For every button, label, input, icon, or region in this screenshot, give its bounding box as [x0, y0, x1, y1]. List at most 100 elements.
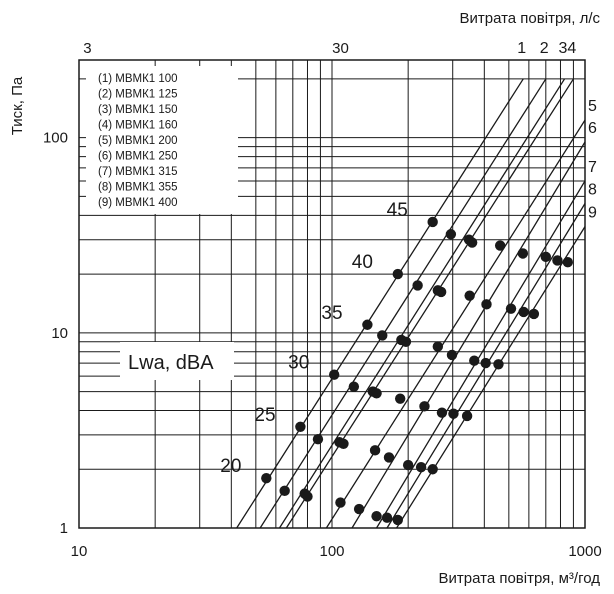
data-point: [436, 407, 448, 418]
data-point: [412, 280, 423, 291]
x-axis-title: Витрата повітря, м³/год: [439, 570, 601, 587]
data-point: [466, 237, 478, 248]
data-point: [371, 388, 382, 399]
data-point: [362, 319, 373, 330]
y-tick-label: 100: [43, 130, 68, 147]
legend-item: (7) МВМК1 315: [98, 166, 178, 178]
fan-curve-3: [278, 78, 566, 529]
data-point: [383, 452, 395, 463]
iso-level-30: 30: [288, 353, 309, 374]
fan-curve-7: [375, 180, 586, 529]
data-point: [394, 393, 406, 404]
data-point: [261, 472, 272, 484]
curve-label-8: 8: [588, 181, 597, 198]
iso-level-35: 35: [321, 303, 342, 324]
legend-item: (1) МВМК1 100: [98, 73, 178, 85]
legend-item: (5) МВМК1 200: [98, 135, 178, 147]
legend-item: (2) МВМК1 125: [98, 89, 178, 101]
data-point: [493, 359, 504, 370]
curve-label-7: 7: [588, 159, 597, 176]
curve-label-3: 3: [559, 40, 568, 57]
fan-curve-1: [236, 78, 524, 529]
data-point: [419, 401, 430, 412]
curve-label-9: 9: [588, 205, 597, 222]
data-point: [400, 336, 412, 347]
curve-label-1: 1: [517, 40, 526, 57]
lwa-label: Lwa, dBA: [128, 352, 214, 374]
data-point: [392, 268, 403, 280]
iso-level-40: 40: [352, 252, 373, 273]
data-point: [302, 491, 313, 502]
data-point: [328, 369, 340, 380]
legend-item: (6) МВМК1 250: [98, 151, 178, 163]
iso-level-25: 25: [254, 405, 275, 426]
data-point: [480, 357, 491, 369]
curve-labels: 1 2 3 4 5 6 7 8 9: [517, 40, 597, 222]
x2-tick-label: 3: [83, 40, 91, 57]
data-point: [335, 497, 346, 508]
data-point: [494, 240, 506, 251]
data-point: [446, 349, 458, 361]
data-point: [338, 438, 349, 450]
data-point: [469, 355, 480, 366]
data-point: [348, 381, 360, 392]
curve-label-5: 5: [588, 98, 597, 115]
data-point: [518, 306, 529, 318]
iso-sound-labels: 20 25 30 35 40 45: [220, 200, 408, 477]
data-point: [464, 290, 475, 301]
iso-level-20: 20: [220, 456, 241, 477]
x-tick-label: 1000: [568, 543, 601, 560]
data-point: [415, 461, 427, 473]
data-point: [402, 459, 414, 471]
curve-label-6: 6: [588, 120, 597, 137]
data-point: [427, 464, 438, 475]
legend-background: [86, 66, 238, 214]
data-point: [353, 503, 365, 515]
legend-item: (8) МВМК1 355: [98, 182, 178, 194]
data-point: [369, 445, 381, 456]
fan-curve-5: [325, 119, 586, 529]
legend-box: (1) МВМК1 100 (2) МВМК1 125 (3) МВМК1 150 (…: [86, 66, 238, 214]
data-point: [381, 512, 393, 523]
legend-item: (4) МВМК1 160: [98, 120, 178, 132]
data-point: [562, 257, 573, 268]
data-point: [552, 255, 563, 266]
data-point: [392, 514, 403, 526]
data-point: [435, 286, 447, 298]
data-point: [312, 434, 324, 445]
curve-label-2: 2: [540, 40, 549, 57]
fan-curve-4: [285, 78, 574, 529]
data-point: [528, 308, 540, 320]
data-point: [481, 299, 492, 310]
data-point: [505, 303, 517, 314]
data-point: [540, 251, 552, 263]
legend-item: (3) МВМК1 150: [98, 104, 178, 116]
curve-label-4: 4: [567, 40, 576, 57]
fan-curve-6: [351, 141, 586, 529]
data-point: [295, 421, 306, 433]
data-point: [445, 229, 457, 240]
fan-curve-2: [259, 78, 547, 529]
fan-curve-9: [396, 226, 586, 529]
data-points: [261, 216, 573, 526]
data-point: [432, 341, 444, 352]
data-point: [377, 330, 388, 341]
data-point: [448, 408, 459, 419]
y-tick-label: 1: [60, 520, 68, 537]
iso-level-45: 45: [387, 200, 408, 221]
y-axis-title: Тиск, Па: [9, 76, 26, 135]
x2-axis-title: Витрата повітря, л/с: [459, 10, 600, 27]
lwa-box: Lwa, dBA: [120, 342, 234, 380]
lwa-background: [120, 342, 234, 380]
x-tick-label: 10: [71, 543, 88, 560]
x-tick-label: 100: [319, 543, 344, 560]
data-point: [427, 216, 438, 228]
data-point: [279, 485, 290, 497]
data-point: [517, 248, 529, 259]
legend-item: (9) МВМК1 400: [98, 197, 178, 209]
x2-tick-label: 30: [332, 40, 349, 57]
plot-frame: [78, 59, 586, 529]
data-point: [371, 510, 382, 522]
